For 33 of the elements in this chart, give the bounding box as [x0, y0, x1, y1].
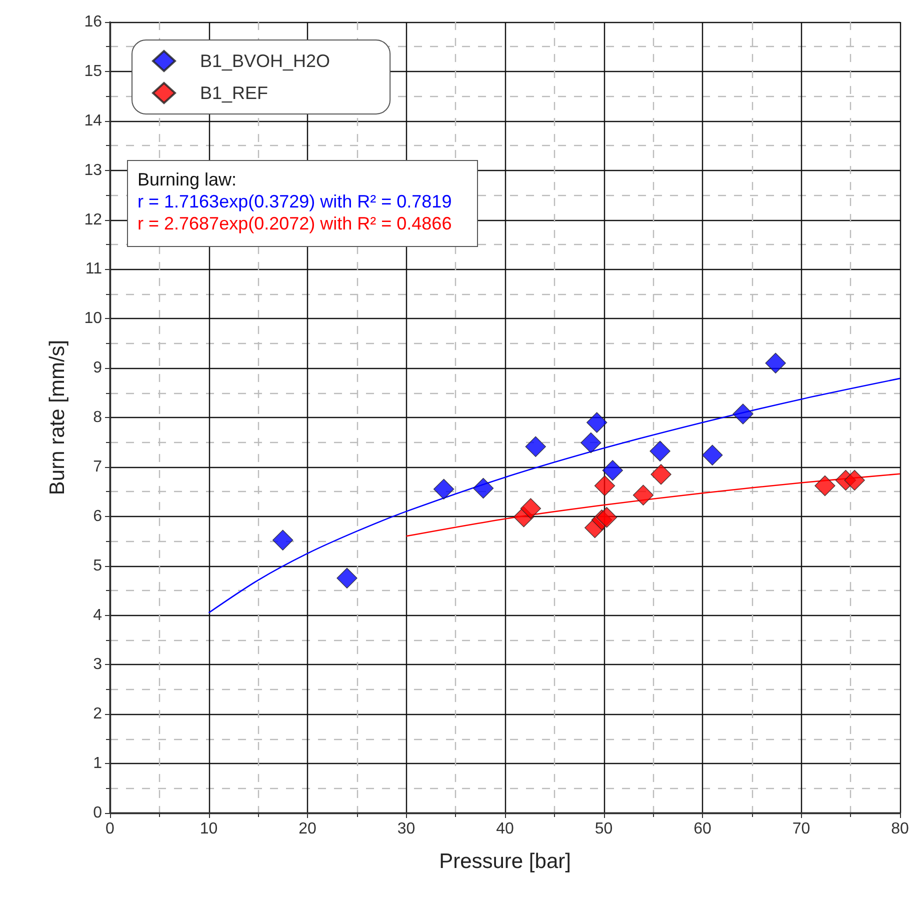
y-tick-label: 0	[93, 804, 102, 822]
y-tick-label: 13	[84, 162, 102, 179]
y-tick-label: 11	[85, 260, 102, 278]
annotation: r = 2.7687exp(0.2072) with R² = 0.4866	[138, 214, 452, 234]
x-tick-label: 60	[694, 820, 712, 838]
y-tick-label: 10	[84, 310, 102, 328]
x-tick-label: 10	[200, 820, 218, 838]
y-tick-label: 12	[84, 211, 102, 228]
x-tick-label: 80	[891, 820, 909, 838]
y-tick-label: 16	[84, 14, 102, 30]
legend-label: B1_REF	[200, 83, 268, 103]
annotation: r = 1.7163exp(0.3729) with R² = 0.7819	[138, 192, 452, 212]
x-tick-label: 30	[397, 820, 416, 838]
legend-label: B1_BVOH_H2O	[200, 51, 330, 71]
y-tick-label: 6	[93, 508, 102, 525]
x-tick-label: 0	[106, 820, 115, 838]
y-tick-label: 1	[93, 755, 102, 772]
y-tick-label: 2	[93, 706, 102, 723]
y-tick-label: 4	[93, 606, 102, 624]
y-tick-label: 9	[93, 360, 102, 377]
y-tick-label: 5	[93, 557, 102, 574]
x-tick-label: 40	[496, 820, 514, 838]
y-tick-label: 3	[93, 656, 102, 674]
x-tick-label: 20	[298, 820, 316, 838]
y-tick-label: 8	[93, 409, 102, 426]
y-tick-label: 14	[84, 112, 102, 130]
y-axis-title: Burn rate [mm/s]	[46, 340, 69, 496]
x-tick-label: 70	[792, 820, 810, 838]
y-tick-label: 7	[93, 458, 102, 476]
annotation: Burning law:	[138, 170, 237, 190]
x-tick-label: 50	[594, 820, 613, 838]
y-tick-label: 15	[84, 62, 102, 80]
x-axis-title: Pressure [bar]	[439, 850, 571, 873]
